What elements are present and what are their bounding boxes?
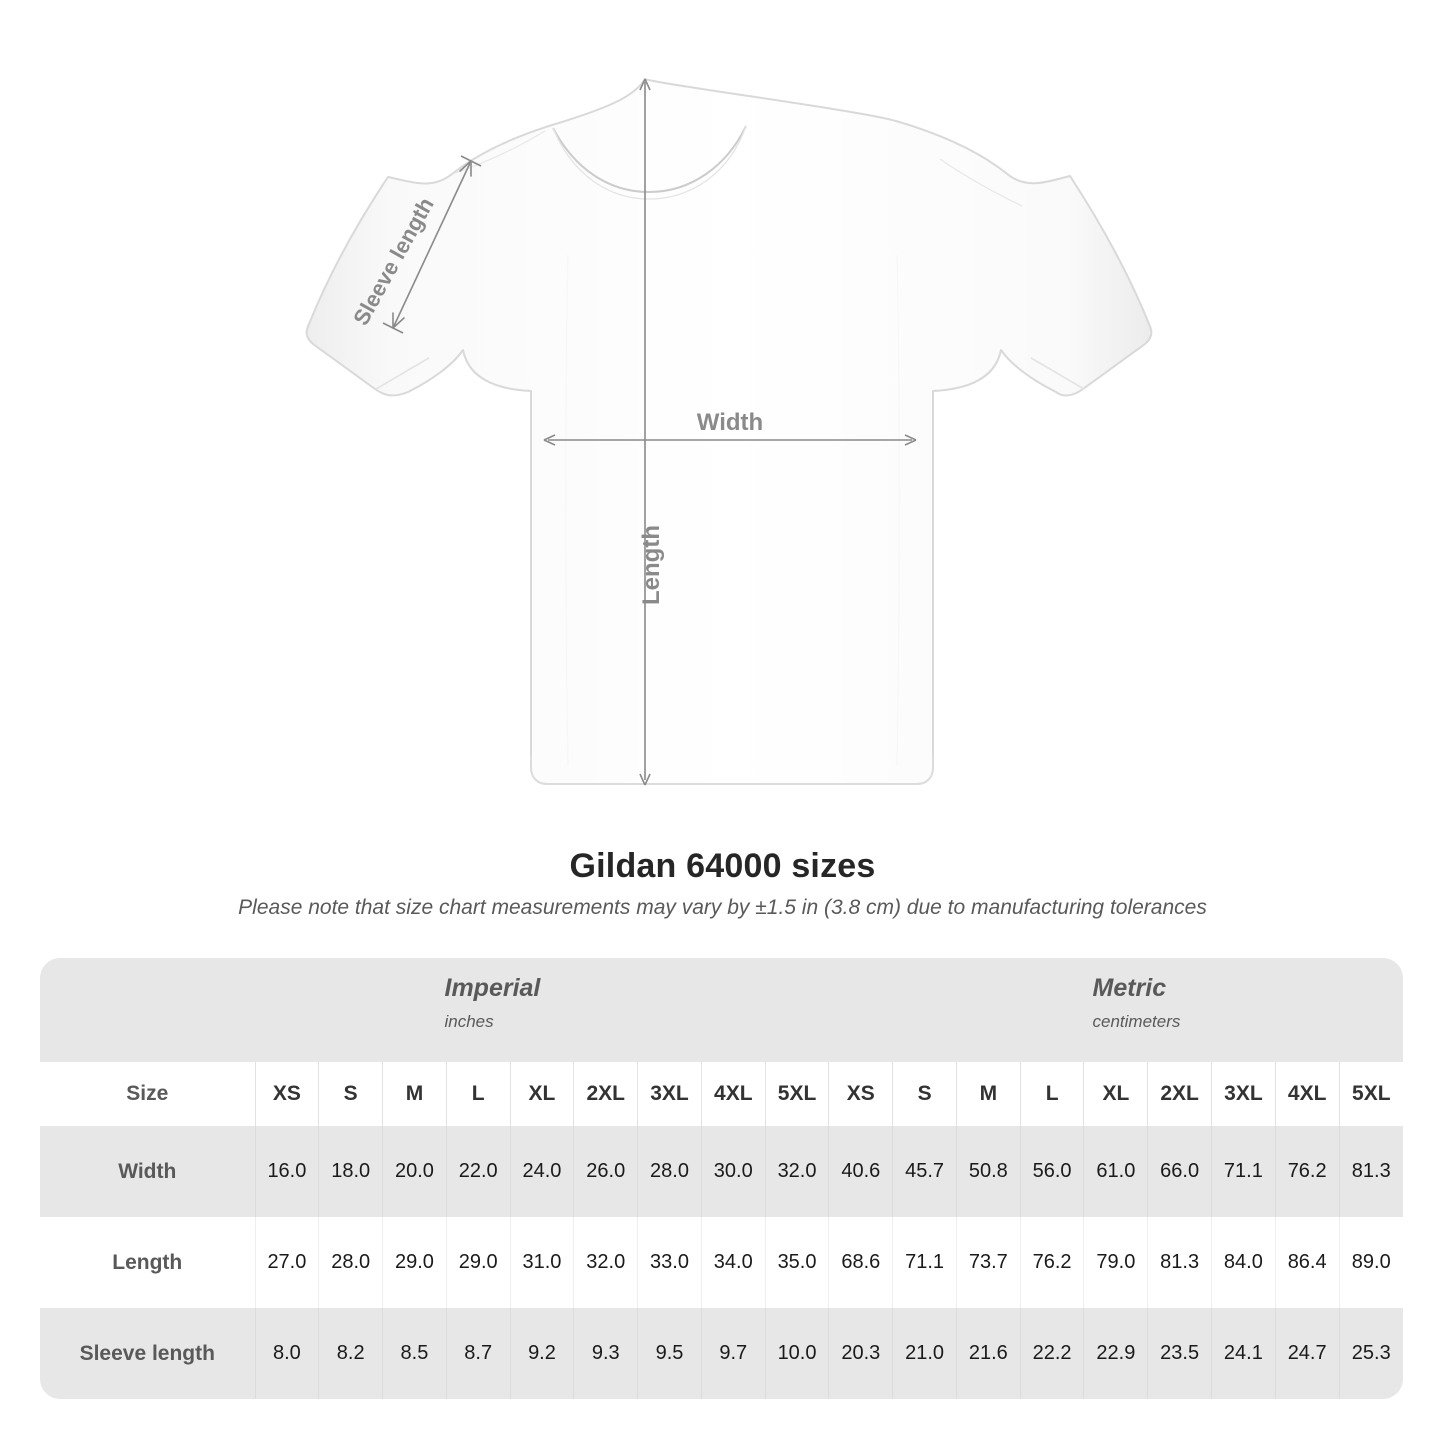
svg-text:Length: Length	[638, 525, 665, 605]
svg-text:Width: Width	[697, 409, 763, 436]
